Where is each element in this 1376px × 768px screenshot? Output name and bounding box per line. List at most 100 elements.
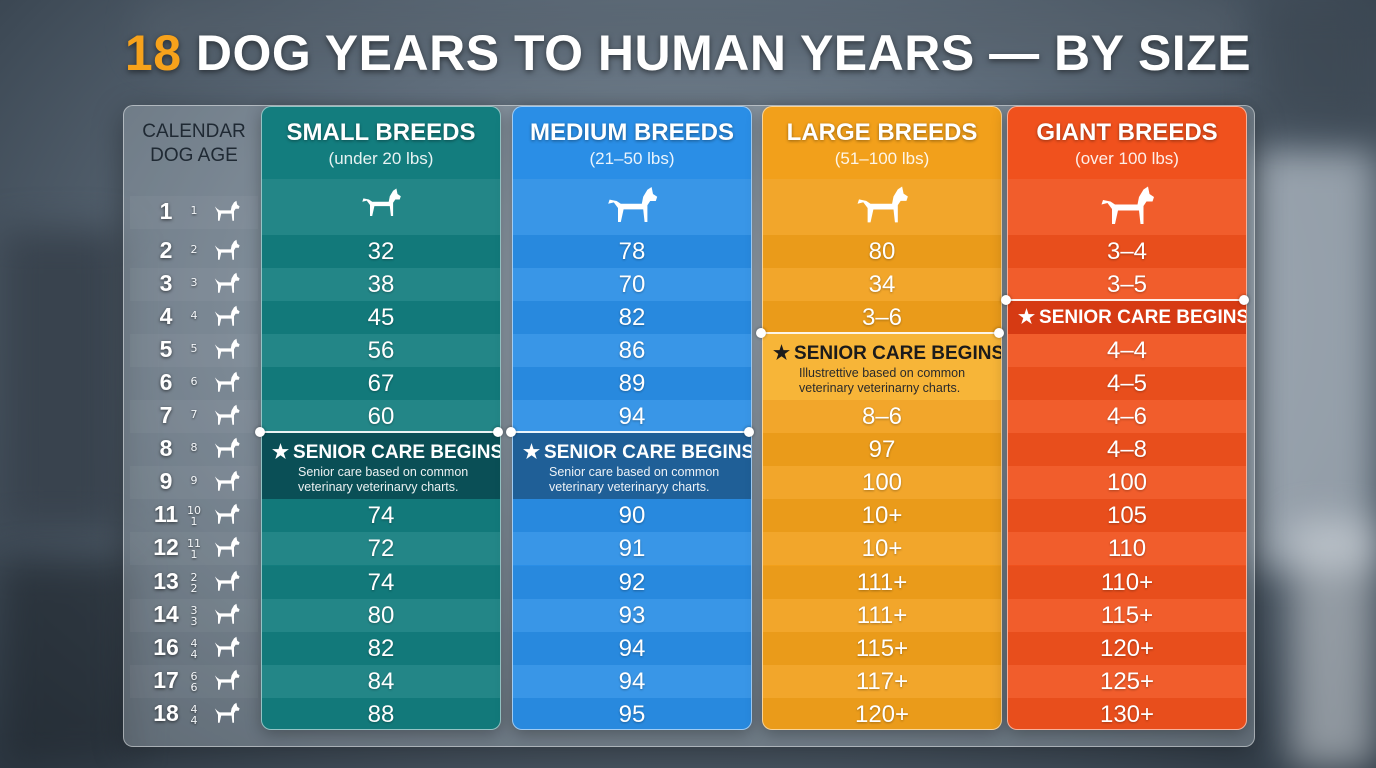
- age-value: 3: [159, 270, 173, 297]
- senior-care-band: ★ SENIOR CARE BEGINS Illustrettive based o…: [763, 334, 1001, 401]
- column-header: MEDIUM BREEDS (21–50 lbs): [513, 107, 751, 179]
- age-row: 14 3 3: [130, 598, 258, 632]
- value-cell: 38: [367, 271, 395, 299]
- dog-silhouette-icon: [210, 635, 242, 661]
- value-cell: 34: [868, 271, 896, 299]
- dog-silhouette-icon: [210, 403, 242, 429]
- age-small-label: 6: [190, 375, 198, 389]
- senior-care-label: ★ SENIOR CARE BEGINS: [773, 342, 1001, 365]
- age-value: 14: [153, 600, 179, 627]
- senior-care-title: SENIOR CARE BEGINS: [544, 442, 752, 464]
- value-cell: 80: [868, 238, 896, 265]
- dog-silhouette-icon: [210, 271, 242, 297]
- column-title: GIANT BREEDS: [1036, 119, 1218, 146]
- dog-silhouette-icon: [210, 436, 242, 462]
- value-cell: 88: [367, 700, 395, 728]
- senior-boundary-line: [259, 431, 501, 434]
- value-cell: 45: [367, 304, 395, 332]
- senior-boundary-line: [760, 332, 1002, 335]
- age-value: 9: [159, 468, 173, 495]
- age-small-label: 2: [190, 243, 198, 256]
- value-cell: 93: [618, 601, 646, 629]
- age-row: 18 4 4: [130, 698, 258, 731]
- senior-care-label: ★ SENIOR CARE BEGINS: [1018, 306, 1246, 329]
- senior-care-note: Senior care based on common veterinary v…: [549, 465, 720, 495]
- value-cell: 80: [367, 601, 395, 629]
- age-column-header: CALENDAR DOG AGE: [130, 120, 258, 168]
- column-medium-breeds: MEDIUM BREEDS (21–50 lbs) 78 70 82 86 89 94 90…: [512, 106, 752, 730]
- age-value: 18: [153, 699, 179, 726]
- value-cell: 111+: [856, 568, 908, 596]
- dog-silhouette-icon: [210, 535, 242, 561]
- column-subtitle: (under 20 lbs): [328, 149, 434, 168]
- age-row: 12 11 1: [130, 532, 258, 566]
- age-small-label: 5: [190, 342, 198, 356]
- value-cell: 74: [367, 568, 395, 596]
- value-cell: 56: [367, 337, 395, 365]
- age-value: 7: [159, 402, 173, 429]
- age-header-line1: CALENDAR: [142, 121, 246, 142]
- value-cell: 94: [618, 667, 646, 695]
- title-text: DOG YEARS TO HUMAN YEARS — BY SIZE: [181, 25, 1252, 81]
- column-header: GIANT BREEDS (over 100 lbs): [1008, 107, 1246, 179]
- senior-care-label: ★ SENIOR CARE BEGINS: [523, 441, 752, 464]
- age-value: 1: [159, 198, 173, 224]
- age-small-label: 9: [190, 474, 198, 488]
- value-cell: 110+: [1100, 568, 1154, 596]
- value-cell: 120+: [854, 700, 910, 728]
- senior-care-note: Senior care based on common veterinary v…: [298, 465, 469, 495]
- age-value: 4: [159, 303, 173, 330]
- value-cell: 3–6: [861, 304, 903, 332]
- column-large-breeds: LARGE BREEDS (51–100 lbs) 80 34 3–6 8–6 97 10…: [762, 106, 1002, 730]
- age-row: 13 2 2: [130, 566, 258, 599]
- value-cell: 86: [618, 337, 646, 365]
- age-value: 16: [153, 633, 179, 660]
- age-small-label: 10 1: [187, 504, 201, 529]
- senior-care-band: ★ SENIOR CARE BEGINS Senior care based on …: [262, 433, 501, 500]
- retriever-icon: [763, 179, 1001, 235]
- dog-silhouette-icon: [210, 668, 242, 694]
- value-cell: 3–4: [1106, 238, 1148, 265]
- age-column: CALENDAR DOG AGE 1 1 2 2 3 3 4 4 5 5 6 6 7 7 8 8 9 9 11 10 1…: [130, 106, 258, 742]
- value-cell: 82: [618, 304, 646, 332]
- chihuahua-icon: [262, 179, 500, 235]
- value-cell: 72: [367, 535, 395, 563]
- age-small-label: 11 1: [187, 537, 201, 562]
- dog-silhouette-icon: [210, 502, 242, 528]
- senior-care-band: ★ SENIOR CARE BEGINS Senior care based on …: [513, 433, 752, 500]
- senior-care-title: SENIOR CARE BEGINS: [293, 442, 501, 464]
- age-row: 16 4 4: [130, 632, 258, 665]
- beagle-icon: [513, 179, 751, 235]
- boundary-dot-icon: [744, 427, 754, 438]
- column-giant-breeds: GIANT BREEDS (over 100 lbs) 3–4 3–5 4–4 4–5…: [1007, 106, 1247, 730]
- boundary-dot-icon: [1239, 295, 1249, 306]
- value-cell: 115+: [855, 634, 909, 662]
- value-cell: 91: [618, 535, 646, 563]
- column-subtitle: (over 100 lbs): [1075, 149, 1179, 168]
- value-cell: 4–4: [1106, 337, 1148, 365]
- star-icon: ★: [1018, 307, 1036, 329]
- star-icon: ★: [773, 343, 791, 365]
- value-cell: 74: [367, 502, 395, 530]
- value-cell: 97: [868, 436, 896, 464]
- value-cell: 10+: [861, 502, 903, 530]
- value-cell: 90: [618, 502, 646, 530]
- boundary-dot-icon: [255, 427, 265, 438]
- dog-silhouette-icon: [210, 337, 242, 363]
- value-cell: 120+: [1099, 634, 1155, 662]
- title-accent: 18: [124, 25, 182, 81]
- value-cell: 100: [1106, 469, 1148, 497]
- column-subtitle: (21–50 lbs): [589, 149, 675, 168]
